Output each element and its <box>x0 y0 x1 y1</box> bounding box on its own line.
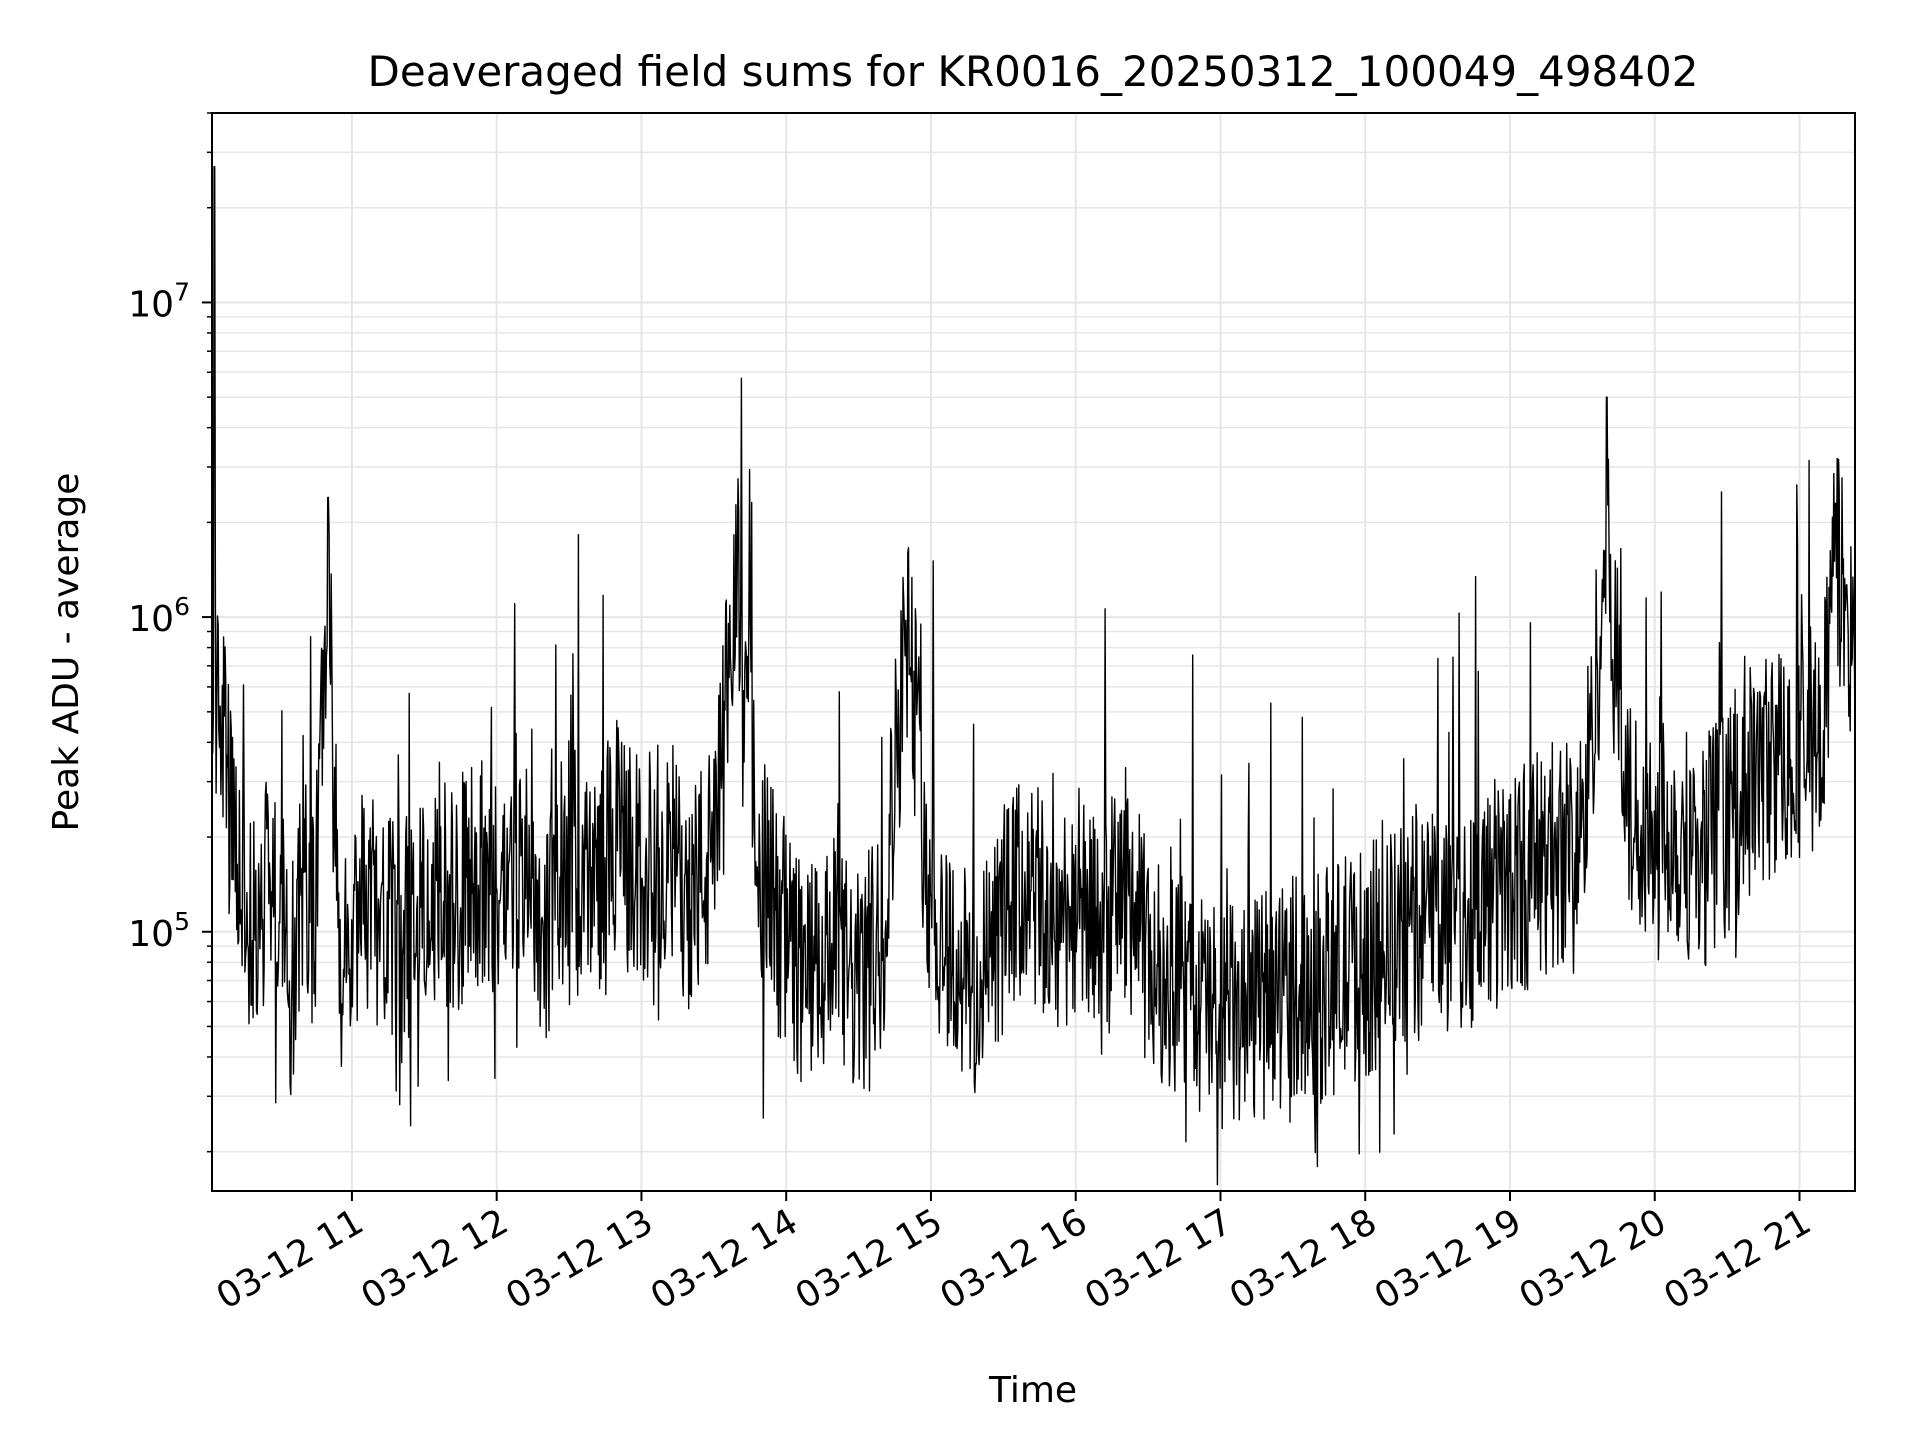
plot-area <box>211 166 1856 1186</box>
y-axis-label: Peak ADU - average <box>46 473 87 832</box>
y-tick-label: 105 <box>128 907 190 955</box>
chart-title: Deaveraged field sums for KR0016_2025031… <box>368 47 1699 96</box>
series-line <box>211 166 1856 1186</box>
x-axis-label: Time <box>988 1370 1077 1411</box>
y-axis: 105 106 107 <box>128 112 212 1153</box>
y-tick-label: 106 <box>128 592 190 640</box>
plot-frame <box>211 112 1856 1192</box>
y-tick-label: 107 <box>128 277 190 325</box>
